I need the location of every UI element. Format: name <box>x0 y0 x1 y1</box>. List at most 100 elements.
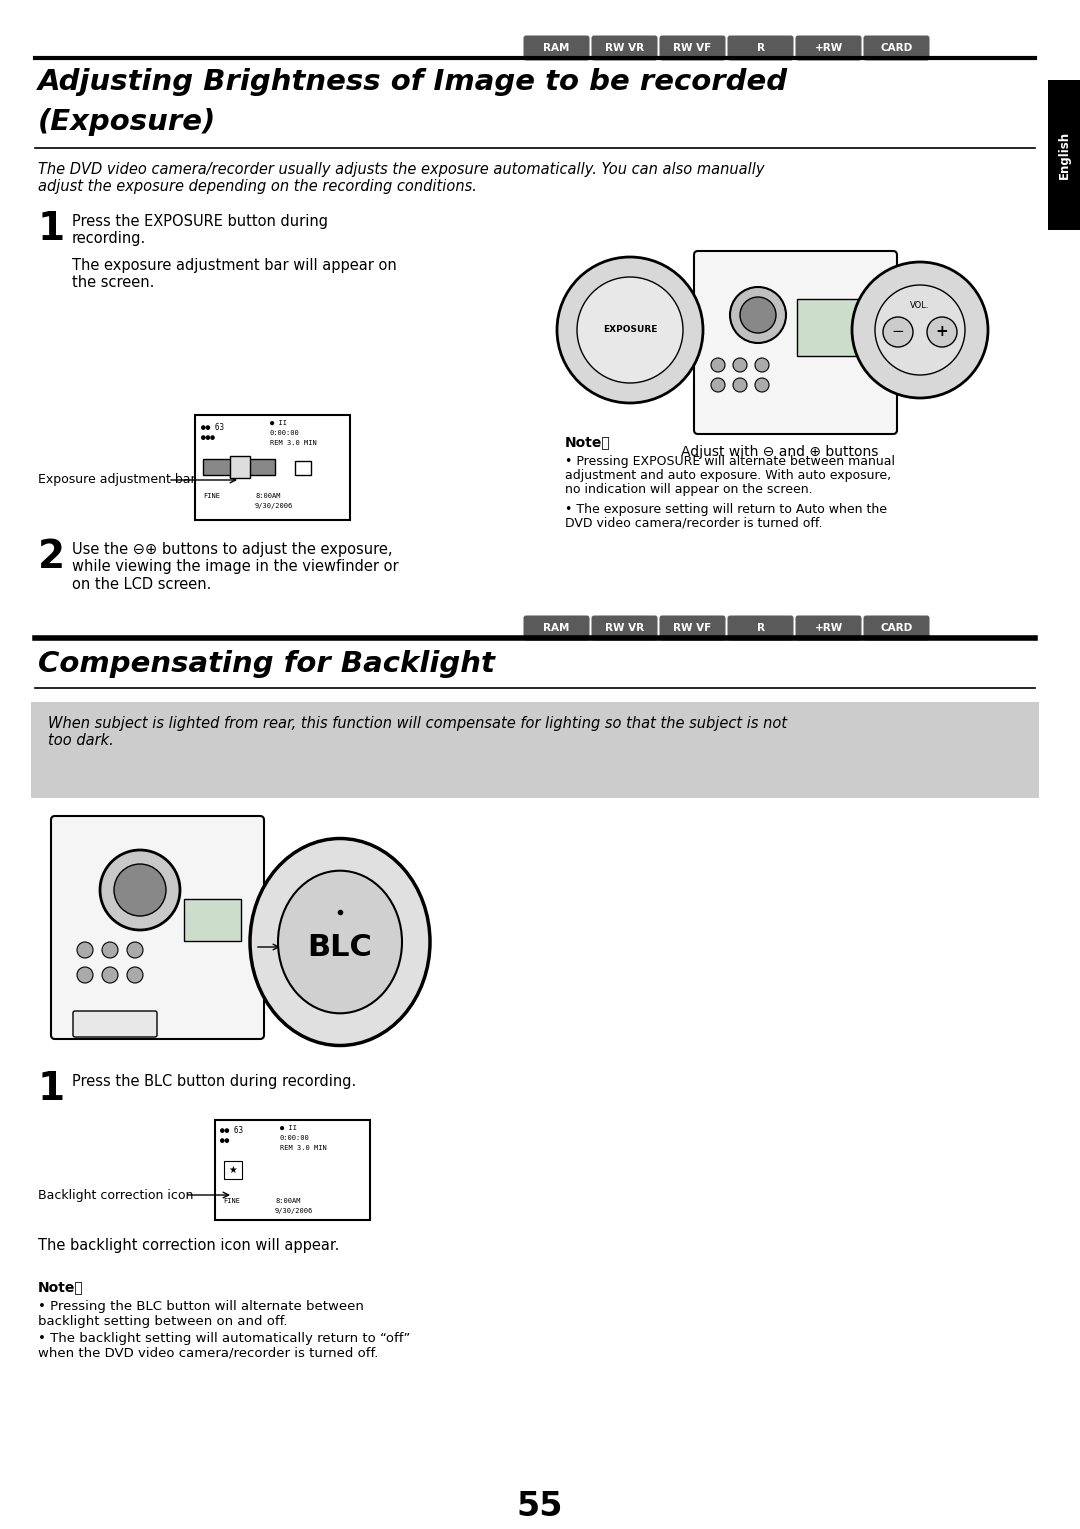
Text: −: − <box>892 324 904 339</box>
Text: The backlight correction icon will appear.: The backlight correction icon will appea… <box>38 1238 339 1252</box>
Text: Compensating for Backlight: Compensating for Backlight <box>38 650 495 677</box>
Circle shape <box>733 358 747 372</box>
Circle shape <box>127 942 143 959</box>
Text: RW VF: RW VF <box>673 43 712 54</box>
FancyBboxPatch shape <box>694 251 897 434</box>
Text: CARD: CARD <box>880 622 913 633</box>
FancyBboxPatch shape <box>73 1011 157 1037</box>
FancyBboxPatch shape <box>728 616 794 641</box>
Text: DVD video camera/recorder is turned off.: DVD video camera/recorder is turned off. <box>565 517 823 531</box>
Circle shape <box>557 257 703 404</box>
FancyBboxPatch shape <box>31 702 1039 798</box>
Text: Adjusting Brightness of Image to be recorded: Adjusting Brightness of Image to be reco… <box>38 67 788 96</box>
Circle shape <box>711 378 725 391</box>
FancyBboxPatch shape <box>797 300 869 356</box>
FancyBboxPatch shape <box>592 616 658 641</box>
Text: The exposure adjustment bar will appear on
the screen.: The exposure adjustment bar will appear … <box>72 258 396 291</box>
Text: RW VR: RW VR <box>605 43 644 54</box>
Circle shape <box>927 317 957 347</box>
Text: no indication will appear on the screen.: no indication will appear on the screen. <box>565 483 812 495</box>
Text: ● II: ● II <box>270 420 287 427</box>
Circle shape <box>127 966 143 983</box>
Text: FINE: FINE <box>203 492 220 498</box>
Text: RAM: RAM <box>543 622 569 633</box>
Text: Adjust with ⊖ and ⊕ buttons: Adjust with ⊖ and ⊕ buttons <box>681 445 879 459</box>
FancyBboxPatch shape <box>195 414 350 520</box>
Text: 1: 1 <box>38 1070 65 1109</box>
Text: The DVD video camera/recorder usually adjusts the exposure automatically. You ca: The DVD video camera/recorder usually ad… <box>38 162 765 194</box>
Text: • Pressing the BLC button will alternate between
backlight setting between on an: • Pressing the BLC button will alternate… <box>38 1300 364 1329</box>
FancyBboxPatch shape <box>51 816 264 1040</box>
FancyBboxPatch shape <box>864 616 930 641</box>
Text: RW VR: RW VR <box>605 622 644 633</box>
Text: ●●: ●● <box>220 1136 229 1145</box>
Text: ●●●: ●●● <box>201 433 215 442</box>
Text: RW VF: RW VF <box>673 622 712 633</box>
Text: 8:00AM: 8:00AM <box>255 492 281 498</box>
Text: When subject is lighted from rear, this function will compensate for lighting so: When subject is lighted from rear, this … <box>48 716 787 748</box>
Text: ● II: ● II <box>280 1125 297 1131</box>
Text: • The exposure setting will return to Auto when the: • The exposure setting will return to Au… <box>565 503 887 515</box>
Text: • The backlight setting will automatically return to “off”
when the DVD video ca: • The backlight setting will automatical… <box>38 1332 410 1359</box>
Circle shape <box>852 261 988 398</box>
Circle shape <box>77 942 93 959</box>
FancyBboxPatch shape <box>524 35 590 61</box>
Text: ★: ★ <box>229 1165 238 1174</box>
FancyBboxPatch shape <box>660 35 726 61</box>
Text: 0:00:00: 0:00:00 <box>270 430 300 436</box>
Text: +RW: +RW <box>814 43 842 54</box>
FancyBboxPatch shape <box>224 1161 242 1179</box>
Circle shape <box>883 317 913 347</box>
Text: Use the ⊖⊕ buttons to adjust the exposure,
while viewing the image in the viewfi: Use the ⊖⊕ buttons to adjust the exposur… <box>72 541 399 592</box>
Circle shape <box>77 966 93 983</box>
FancyBboxPatch shape <box>592 35 658 61</box>
Ellipse shape <box>278 870 402 1014</box>
Text: REM 3.0 MIN: REM 3.0 MIN <box>270 440 316 446</box>
Text: 55: 55 <box>516 1489 564 1523</box>
FancyBboxPatch shape <box>796 616 862 641</box>
Text: +: + <box>935 324 948 339</box>
Circle shape <box>711 358 725 372</box>
Ellipse shape <box>249 838 430 1046</box>
Text: R: R <box>756 43 765 54</box>
Text: REM 3.0 MIN: REM 3.0 MIN <box>280 1145 327 1151</box>
Text: CARD: CARD <box>880 43 913 54</box>
FancyBboxPatch shape <box>660 616 726 641</box>
FancyBboxPatch shape <box>215 1121 370 1220</box>
Text: Exposure adjustment bar: Exposure adjustment bar <box>38 474 195 486</box>
Text: Note：: Note： <box>38 1280 84 1294</box>
Circle shape <box>102 942 118 959</box>
Text: (Exposure): (Exposure) <box>38 109 216 136</box>
Text: 1: 1 <box>38 209 65 248</box>
Text: adjustment and auto exposure. With auto exposure,: adjustment and auto exposure. With auto … <box>565 469 891 482</box>
FancyBboxPatch shape <box>295 462 311 476</box>
Circle shape <box>740 297 777 333</box>
Text: 9/30/2006: 9/30/2006 <box>255 503 294 509</box>
Text: Note：: Note： <box>565 434 611 450</box>
Circle shape <box>102 966 118 983</box>
Circle shape <box>733 378 747 391</box>
FancyBboxPatch shape <box>230 456 249 479</box>
Text: VOL.: VOL. <box>910 301 930 309</box>
Text: +RW: +RW <box>814 622 842 633</box>
Text: 2: 2 <box>38 538 65 576</box>
Circle shape <box>730 287 786 342</box>
Text: RAM: RAM <box>543 43 569 54</box>
Text: 0:00:00: 0:00:00 <box>280 1135 310 1141</box>
Circle shape <box>755 358 769 372</box>
Text: Press the EXPOSURE button during
recording.: Press the EXPOSURE button during recordi… <box>72 214 328 246</box>
Text: EXPOSURE: EXPOSURE <box>603 326 658 335</box>
Circle shape <box>875 284 966 375</box>
FancyBboxPatch shape <box>184 899 241 940</box>
FancyBboxPatch shape <box>728 35 794 61</box>
Circle shape <box>114 864 166 916</box>
Text: ●● 63: ●● 63 <box>201 424 225 433</box>
FancyBboxPatch shape <box>796 35 862 61</box>
Text: 9/30/2006: 9/30/2006 <box>275 1208 313 1214</box>
Text: BLC: BLC <box>308 933 373 962</box>
Circle shape <box>577 277 683 382</box>
Text: • Pressing EXPOSURE will alternate between manual: • Pressing EXPOSURE will alternate betwe… <box>565 456 895 468</box>
Text: Press the BLC button during recording.: Press the BLC button during recording. <box>72 1073 356 1089</box>
FancyBboxPatch shape <box>864 35 930 61</box>
Bar <box>1048 80 1080 229</box>
